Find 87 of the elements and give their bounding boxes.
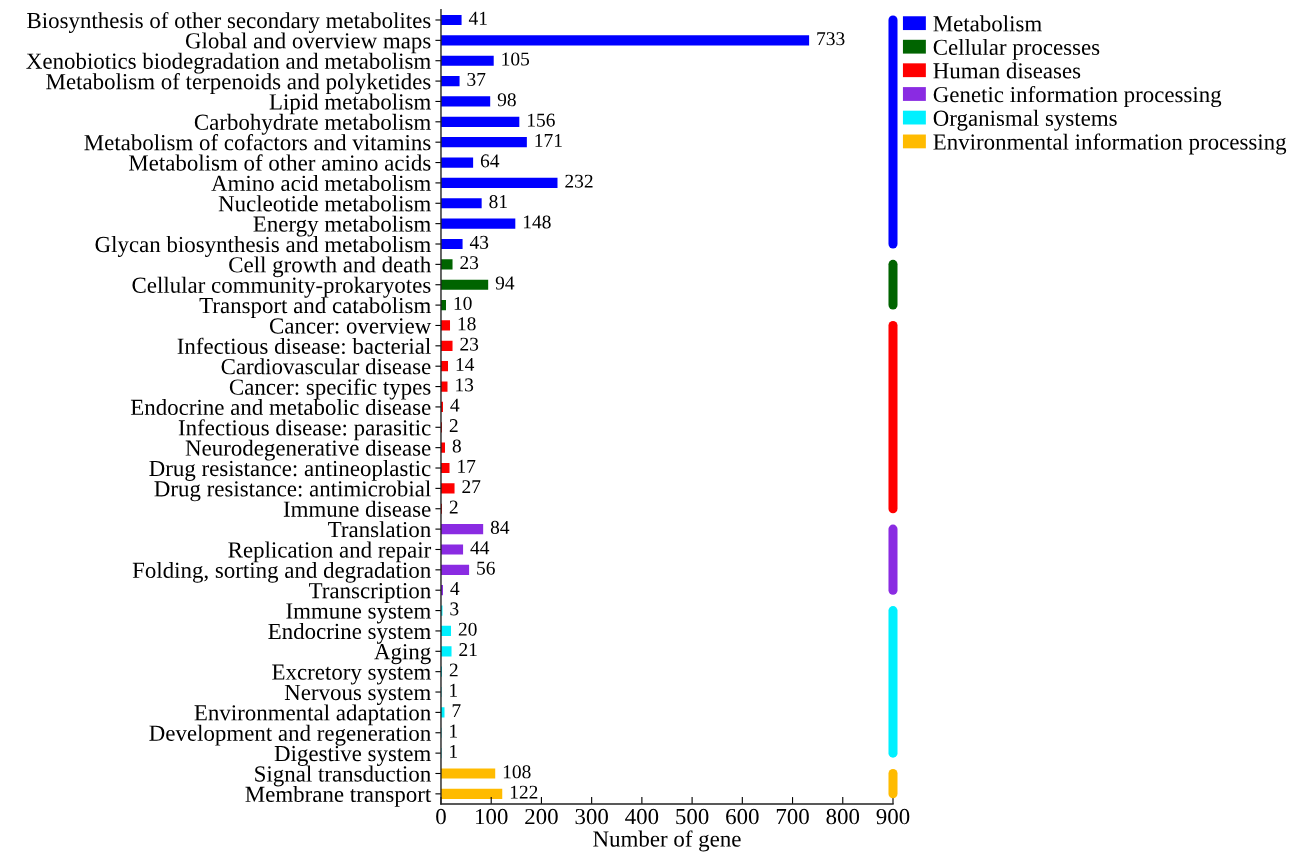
data-label: 43 (469, 235, 489, 249)
y-tick-label: Cancer: overview (269, 318, 432, 334)
data-label: 44 (470, 541, 490, 555)
x-tick-label: 900 (876, 808, 910, 825)
x-tick-label: 300 (575, 808, 608, 825)
y-tick-label: Glycan biosynthesis and metabolism (95, 236, 431, 257)
data-label: 20 (458, 622, 477, 636)
y-tick-label: Immune system (286, 603, 431, 624)
data-label: 148 (523, 215, 551, 229)
data-label: 13 (456, 378, 474, 392)
legend-label: Cellular processes (933, 38, 1100, 60)
data-label: 17 (458, 459, 476, 473)
legend-label: Organismal systems (933, 109, 1117, 131)
y-tick-label: Cellular community-prokaryotes (132, 276, 431, 298)
x-tick-label: 600 (726, 808, 759, 825)
y-tick-label: Endocrine and metabolic disease (130, 398, 431, 416)
data-label: 23 (460, 256, 479, 270)
y-tick-label: Membrane transport (245, 785, 432, 807)
x-tick-label: 400 (625, 808, 659, 825)
data-label: 56 (477, 561, 495, 575)
y-tick-label: Development and regeneration (149, 724, 431, 746)
data-label: 3 (450, 602, 459, 616)
data-label: 27 (462, 480, 481, 494)
y-tick-label: Infectious disease: bacterial (177, 337, 431, 355)
data-label: 37 (467, 72, 486, 86)
y-tick-label: Nervous system (284, 684, 431, 705)
legend-label: Environmental information processing (933, 133, 1287, 155)
data-label: 7 (452, 704, 461, 718)
y-tick-label: Cardiovascular disease (221, 358, 431, 375)
legend-label: Human diseases (933, 62, 1081, 79)
data-label: 2 (449, 500, 458, 514)
x-tick-label: 700 (776, 808, 809, 825)
y-tick-label: Biosynthesis of other secondary metabolites (27, 11, 431, 33)
x-axis-title: Number of gene (593, 830, 741, 852)
data-label: 23 (460, 337, 479, 351)
legend-label: Metabolism (933, 15, 1042, 32)
data-label: 10 (454, 296, 472, 310)
y-tick-label: Transport and catabolism (199, 297, 431, 318)
y-tick-label: Carbohydrate metabolism (194, 113, 431, 135)
data-label: 84 (490, 520, 510, 534)
data-label: 18 (458, 317, 476, 331)
x-tick-label: 800 (826, 808, 860, 825)
data-label: 81 (489, 195, 507, 209)
y-tick-label: Excretory system (272, 664, 431, 685)
y-tick-label: Xenobiotics biodegradation and metabolism (26, 52, 431, 74)
data-label: 2 (449, 419, 458, 432)
x-tick-label: 0 (436, 808, 446, 825)
y-tick-label: Neurodegenerative disease (185, 439, 431, 461)
y-tick-label: Cancer: specific types (229, 378, 431, 400)
x-tick-label: 200 (525, 808, 558, 825)
data-label: 94 (495, 276, 515, 290)
data-label: 2 (449, 663, 458, 677)
y-tick-label: Drug resistance: antineoplastic (149, 460, 431, 481)
y-tick-label: Energy metabolism (253, 215, 431, 237)
y-tick-label: Amino acid metabolism (211, 174, 431, 192)
data-label: 105 (502, 52, 530, 66)
y-tick-label: Metabolism of other amino acids (128, 154, 431, 171)
y-tick-label: Nucleotide metabolism (218, 195, 431, 212)
legend-label: Genetic information processing (933, 85, 1222, 108)
y-tick-label: Digestive system (274, 745, 431, 766)
data-label: 21 (459, 643, 477, 656)
data-label: 1 (450, 683, 457, 697)
data-label: 98 (497, 93, 516, 107)
data-label: 232 (565, 174, 593, 188)
data-label: 156 (527, 113, 555, 127)
data-label: 108 (503, 765, 531, 779)
data-label: 41 (468, 11, 487, 25)
y-tick-label: Folding, sorting and degradation (132, 561, 431, 583)
data-label: 4 (450, 398, 460, 412)
y-tick-label: Metabolism of cofactors and vitamins (84, 134, 431, 151)
y-tick-label: Replication and repair (228, 541, 432, 563)
x-tick-label: 100 (476, 808, 508, 825)
data-label: 733 (817, 32, 845, 46)
y-tick-label: Transcription (309, 582, 431, 604)
y-tick-label: Translation (328, 521, 431, 538)
data-label: 64 (480, 154, 500, 168)
y-tick-label: Signal transduction (255, 765, 431, 787)
data-label: 171 (535, 134, 562, 147)
data-label: 8 (452, 439, 461, 453)
y-tick-label: Aging (374, 644, 431, 665)
data-label: 14 (456, 358, 475, 371)
data-label: 1 (450, 724, 457, 738)
y-tick-label: Immune disease (283, 500, 431, 517)
x-tick-label: 500 (676, 808, 709, 825)
data-label: 1 (450, 744, 457, 758)
data-label: 4 (450, 582, 460, 595)
data-label: 122 (510, 785, 538, 799)
